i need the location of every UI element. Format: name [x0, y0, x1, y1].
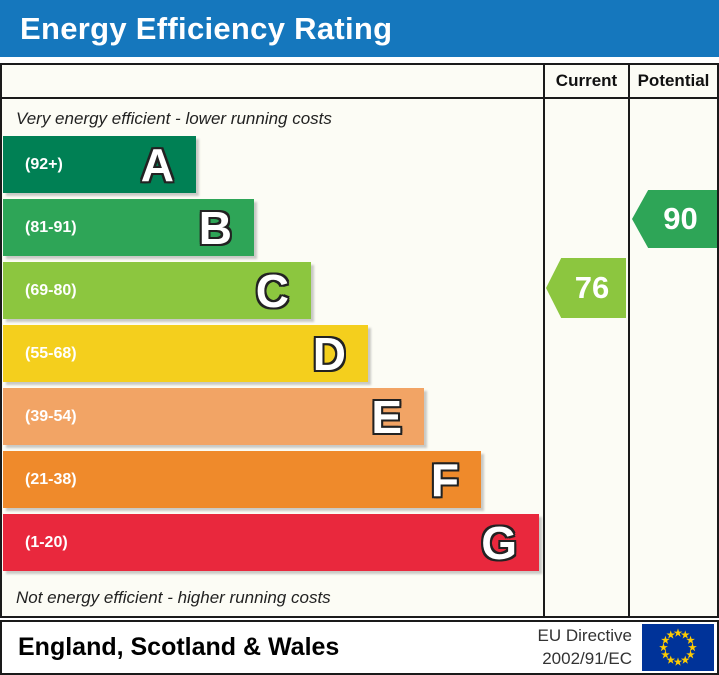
footer: England, Scotland & Wales EU Directive 2… [0, 620, 719, 675]
band-letter: B [198, 201, 232, 254]
epc-band: (81-91) B [3, 199, 254, 256]
potential-rating-arrow: 90 [632, 190, 717, 248]
band-range-label: (92+) [25, 155, 63, 173]
epc-band: (39-54) E [3, 388, 424, 445]
bands-area: Very energy efficient - lower running co… [2, 99, 543, 616]
epc-band: (21-38) F [3, 451, 481, 508]
title-bar: Energy Efficiency Rating [0, 0, 719, 57]
current-rating-arrow: 76 [546, 258, 626, 318]
epc-band: (55-68) D [3, 325, 368, 382]
header-blank-cell [2, 65, 543, 99]
epc-band: (92+) A [3, 136, 196, 193]
band-range-label: (69-80) [25, 281, 77, 299]
potential-rating-value: 90 [663, 201, 698, 236]
band-range-label: (81-91) [25, 218, 77, 236]
top-note: Very energy efficient - lower running co… [16, 109, 332, 128]
eu-directive-line2: 2002/91/EC [542, 648, 632, 668]
band-letter: C [255, 264, 289, 317]
band-letter: E [371, 390, 402, 443]
current-column: 76 [543, 99, 628, 616]
header-current: Current [543, 65, 628, 99]
page-title: Energy Efficiency Rating [20, 10, 393, 46]
band-letter: F [430, 453, 459, 506]
band-letter: A [140, 138, 174, 191]
band-letter: D [312, 327, 346, 380]
eu-flag-icon [642, 624, 714, 671]
band-range-label: (39-54) [25, 407, 77, 425]
band-letter: G [481, 516, 517, 569]
current-rating-value: 76 [574, 270, 610, 305]
epc-band: (69-80) C [3, 262, 311, 319]
rating-table: Current Potential Very energy efficient … [0, 63, 719, 618]
band-range-label: (1-20) [25, 533, 68, 551]
eu-directive-line1: EU Directive [537, 626, 632, 646]
region-label: England, Scotland & Wales [18, 633, 340, 661]
epc-band: (1-20) G [3, 514, 539, 571]
band-range-label: (21-38) [25, 470, 77, 488]
potential-column: 90 [628, 99, 717, 616]
band-rows: (92+) A (81-91) B (69-80) C (55-68) D (3… [2, 136, 543, 571]
band-range-label: (55-68) [25, 344, 77, 362]
eu-directive-label: EU Directive 2002/91/EC [538, 625, 632, 669]
bottom-note: Not energy efficient - higher running co… [16, 588, 331, 607]
header-potential: Potential [628, 65, 717, 99]
